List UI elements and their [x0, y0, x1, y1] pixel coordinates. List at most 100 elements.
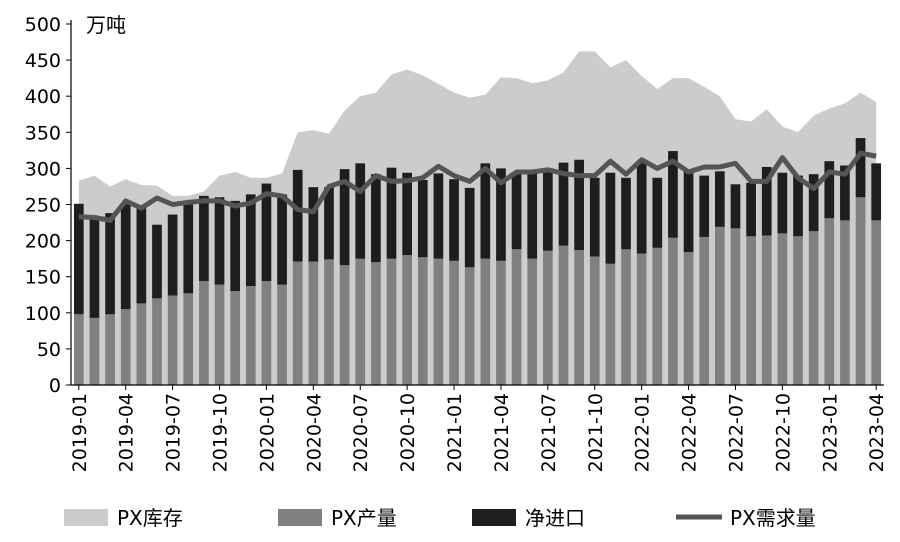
bar-net-import-2019-12	[245, 194, 256, 287]
y-tick-label: 150	[25, 267, 61, 289]
bar-net-import-2021-09	[574, 159, 584, 250]
bar-output-2020-01	[261, 281, 272, 385]
bar-output-2021-04	[496, 260, 506, 385]
bar-net-import-2020-02	[277, 194, 287, 285]
bar-net-import-2020-06	[339, 169, 350, 266]
bar-net-import-2020-08	[371, 174, 381, 263]
bar-output-2022-09	[761, 235, 772, 385]
bar-output-2021-10	[589, 256, 600, 385]
bar-output-2020-12	[433, 258, 444, 385]
demand-line	[78, 150, 877, 223]
bar-net-import-2023-02	[840, 165, 850, 221]
x-tick-label: 2020-04	[303, 393, 325, 472]
legend-label-net-import: 净进口	[525, 506, 585, 530]
bar-net-import-2021-08	[558, 162, 569, 246]
legend-swatch-output	[278, 509, 322, 526]
bar-output-2023-03	[855, 197, 866, 385]
bar-output-2022-03	[668, 237, 678, 385]
bar-net-import-2022-10	[777, 172, 788, 234]
bar-output-2022-12	[808, 231, 819, 385]
bar-output-2021-09	[574, 249, 584, 385]
bar-net-import-2019-08	[183, 204, 194, 294]
bar-output-2019-01	[73, 314, 84, 385]
bar-output-2022-07	[730, 228, 741, 385]
bar-output-2022-06	[714, 226, 725, 385]
y-tick-label: 400	[25, 86, 61, 108]
bar-net-import-2019-05	[136, 208, 147, 304]
x-tick-label: 2023-04	[866, 393, 888, 472]
legend-swatch-net-import	[472, 509, 516, 526]
bar-net-import-2020-11	[417, 179, 428, 258]
x-tick-label: 2019-10	[210, 393, 232, 472]
x-tick-label: 2020-01	[256, 393, 278, 472]
x-tick-label: 2020-07	[350, 393, 372, 472]
bar-net-import-2021-02	[464, 187, 475, 268]
bar-output-2021-03	[480, 258, 491, 385]
y-tick-label: 100	[25, 303, 61, 325]
bar-output-2021-07	[543, 250, 553, 385]
y-tick-label: 350	[25, 122, 61, 144]
x-tick-label: 2023-01	[819, 393, 841, 472]
bar-net-import-2020-04	[308, 187, 319, 262]
inventory-area-layer	[78, 51, 877, 385]
bar-output-2021-02	[464, 267, 475, 385]
bar-net-import-2019-07	[167, 214, 178, 296]
bar-output-2023-02	[840, 220, 850, 385]
bar-net-import-2021-03	[480, 163, 491, 259]
bar-net-import-2023-04	[871, 163, 882, 221]
bar-output-2022-08	[746, 236, 756, 385]
bar-net-import-2021-10	[589, 177, 600, 257]
bar-output-2020-02	[277, 284, 287, 385]
bar-net-import-2020-07	[355, 163, 366, 259]
legend-label-output: PX产量	[331, 506, 397, 530]
bar-net-import-2019-11	[230, 200, 241, 292]
legend-label-inventory: PX库存	[117, 506, 183, 530]
bar-output-2020-04	[308, 261, 319, 385]
bar-output-2020-09	[386, 258, 397, 385]
bar-output-2019-05	[136, 303, 147, 385]
bar-net-import-2019-06	[152, 224, 162, 299]
bar-output-2021-01	[449, 260, 459, 385]
x-tick-label: 2021-07	[538, 393, 560, 472]
bar-net-import-2022-08	[746, 182, 756, 237]
x-tick-label: 2021-01	[444, 393, 466, 472]
bar-net-import-2022-03	[668, 151, 678, 238]
bar-net-import-2020-09	[386, 167, 397, 259]
bar-net-import-2023-01	[824, 161, 835, 219]
bar-output-2019-08	[183, 293, 194, 385]
bar-net-import-2023-03	[855, 138, 866, 198]
bar-output-2020-06	[339, 265, 350, 385]
bar-output-2019-10	[214, 284, 225, 385]
bar-net-import-2021-01	[449, 179, 459, 261]
bar-output-2021-06	[527, 258, 538, 385]
x-tick-label: 2022-10	[772, 393, 794, 472]
bar-output-2020-03	[292, 261, 303, 385]
bar-net-import-2022-06	[714, 171, 725, 227]
y-tick-label: 200	[25, 231, 61, 253]
inventory-area	[78, 51, 877, 385]
bar-net-import-2021-11	[605, 172, 616, 264]
x-tick-label: 2022-01	[632, 393, 654, 472]
bar-output-2020-07	[355, 258, 366, 385]
x-tick-label: 2019-07	[163, 393, 185, 472]
bar-net-import-2022-02	[652, 177, 663, 248]
bar-output-2023-01	[824, 218, 835, 385]
bar-output-2019-07	[167, 295, 178, 385]
bar-output-2021-12	[621, 249, 631, 385]
x-tick-label: 2019-01	[69, 393, 91, 472]
bar-output-2019-12	[245, 286, 256, 385]
bar-output-2022-04	[683, 252, 694, 385]
bar-output-2019-06	[152, 298, 162, 385]
bar-output-2020-10	[402, 255, 412, 385]
bar-net-import-2019-03	[105, 213, 115, 315]
bar-net-import-2022-11	[793, 175, 803, 237]
demand-line-layer	[78, 150, 877, 223]
bar-net-import-2019-09	[199, 195, 209, 282]
x-tick-label: 2020-10	[397, 393, 419, 472]
x-tick-label: 2019-04	[116, 393, 138, 472]
bar-output-2020-08	[371, 262, 381, 385]
x-tick-label: 2022-07	[725, 393, 747, 472]
bar-net-import-2020-03	[292, 169, 303, 262]
y-axis-unit-label: 万吨	[86, 13, 126, 37]
